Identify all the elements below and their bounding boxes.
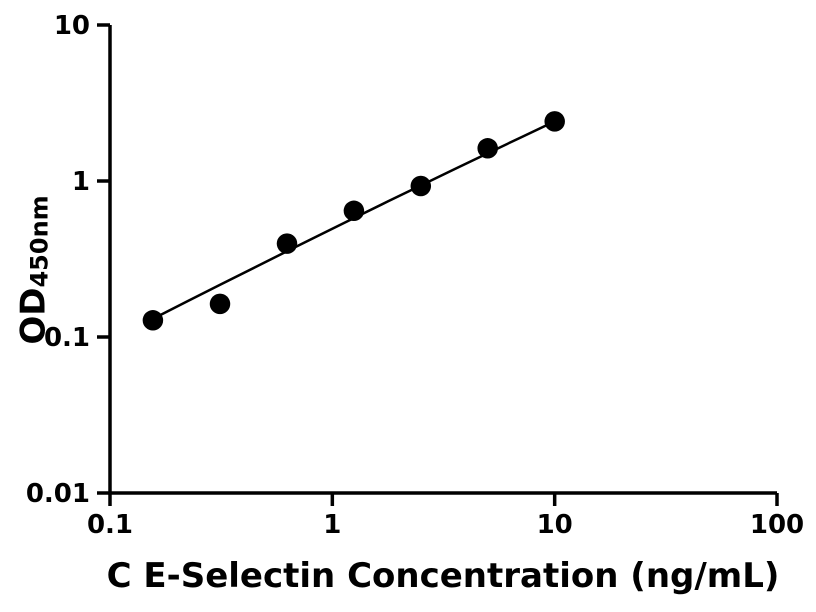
y-tick-label: 0.1 [44,323,90,353]
y-axis-title-subscript: 450nm [25,195,54,288]
data-point [142,310,164,331]
x-axis-title: C E-Selectin Concentration (ng/mL) [106,556,780,596]
data-point [544,111,565,132]
x-tick-label: 100 [750,510,804,540]
data-point [477,138,498,159]
axis-spine [108,25,777,495]
data-point [209,293,231,315]
x-tick-label: 0.1 [87,510,133,540]
y-tick-label: 1 [72,167,90,197]
y-axis-title-main: OD [13,287,54,345]
x-tick-label: 10 [537,510,573,540]
x-tick-label: 1 [323,510,341,540]
y-tick-label: 0.01 [26,479,90,509]
y-tick-label: 10 [54,11,90,41]
fit-line [150,120,556,321]
y-axis-title: OD450nm [13,195,54,345]
